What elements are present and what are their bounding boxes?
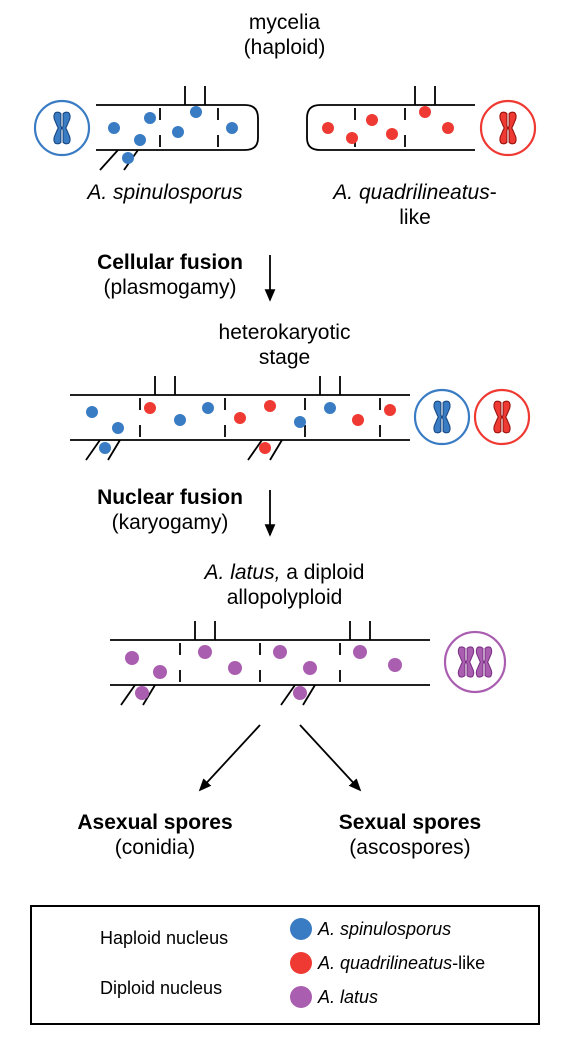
red-chrom-circle bbox=[481, 101, 535, 155]
hetero-nuclei bbox=[86, 400, 396, 454]
arrow-asexual bbox=[200, 725, 260, 790]
dot-purple bbox=[290, 986, 312, 1008]
dot-blue bbox=[290, 918, 312, 940]
dot-red bbox=[290, 952, 312, 974]
blue-chrom-circle bbox=[35, 101, 89, 155]
label-quadrilineatus: A. quadrilineatus-like bbox=[300, 180, 530, 230]
label-sexual: Sexual spores(ascospores) bbox=[300, 810, 520, 860]
purple-nuclei bbox=[125, 645, 402, 700]
legend-diploid: Diploid nucleus bbox=[100, 978, 222, 999]
hypha-diploid bbox=[110, 621, 430, 705]
label-asexual: Asexual spores(conidia) bbox=[45, 810, 265, 860]
label-latus: A. latus, a diploidallopolyploid bbox=[0, 560, 569, 610]
legend-sp1: A. spinulosporus bbox=[290, 918, 451, 940]
hetero-blue-chrom bbox=[415, 390, 469, 444]
label-spinulosporus: A. spinulosporus bbox=[60, 180, 270, 205]
red-nuclei-1 bbox=[322, 106, 454, 144]
hetero-red-chrom bbox=[475, 390, 529, 444]
legend-sp3: A. latus bbox=[290, 986, 378, 1008]
hypha-right bbox=[307, 86, 475, 150]
label-cellular-fusion: Cellular fusion(plasmogamy) bbox=[75, 250, 265, 300]
arrow-sexual bbox=[300, 725, 360, 790]
legend-haploid: Haploid nucleus bbox=[100, 928, 228, 949]
purple-diploid-circle bbox=[445, 632, 505, 692]
legend-sp2: A. quadrilineatus-like bbox=[290, 952, 485, 974]
title-mycelia: mycelia(haploid) bbox=[0, 10, 569, 60]
label-nuclear-fusion: Nuclear fusion(karyogamy) bbox=[75, 485, 265, 535]
label-heterokaryotic: heterokaryoticstage bbox=[0, 320, 569, 370]
